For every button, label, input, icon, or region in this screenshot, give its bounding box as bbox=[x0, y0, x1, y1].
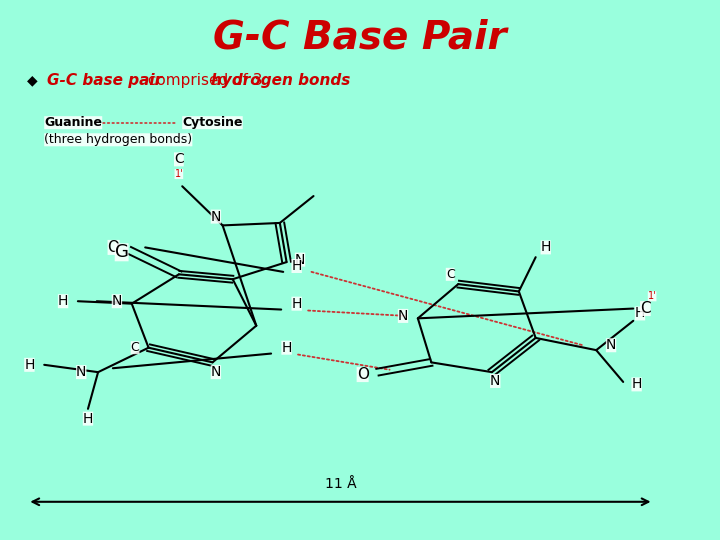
Text: O: O bbox=[107, 240, 120, 255]
Text: 1': 1' bbox=[174, 169, 183, 179]
Text: H: H bbox=[83, 411, 93, 426]
Text: H: H bbox=[24, 358, 35, 372]
Text: H: H bbox=[635, 307, 645, 320]
Text: O: O bbox=[356, 367, 369, 382]
Text: G: G bbox=[114, 244, 129, 261]
Text: H: H bbox=[282, 341, 292, 355]
Text: comprised of 3: comprised of 3 bbox=[143, 73, 267, 88]
Text: H: H bbox=[631, 377, 642, 392]
Text: Guanine: Guanine bbox=[44, 116, 102, 129]
Text: H: H bbox=[541, 240, 551, 254]
Text: N: N bbox=[490, 374, 500, 388]
Text: 1': 1' bbox=[648, 292, 657, 301]
Text: C: C bbox=[174, 152, 184, 166]
Text: N: N bbox=[398, 309, 408, 323]
Text: H: H bbox=[292, 259, 302, 273]
Text: Cytosine: Cytosine bbox=[182, 116, 243, 129]
Text: C: C bbox=[640, 301, 651, 316]
Text: hydrogen bonds: hydrogen bonds bbox=[211, 73, 351, 88]
Text: N: N bbox=[295, 253, 305, 267]
Text: C: C bbox=[131, 341, 140, 354]
Text: C: C bbox=[446, 268, 454, 281]
Text: N: N bbox=[606, 338, 616, 352]
Text: N: N bbox=[211, 365, 221, 379]
Text: N: N bbox=[211, 210, 221, 224]
Text: ◆: ◆ bbox=[27, 73, 38, 87]
Text: H: H bbox=[292, 296, 302, 310]
Text: G-C Base Pair: G-C Base Pair bbox=[213, 19, 507, 57]
Text: (three hydrogen bonds): (three hydrogen bonds) bbox=[44, 133, 192, 146]
Text: H: H bbox=[58, 294, 68, 308]
Text: 11 Å: 11 Å bbox=[325, 477, 356, 491]
Text: G-C base pair: G-C base pair bbox=[47, 73, 162, 88]
Text: N: N bbox=[112, 294, 122, 308]
Text: N: N bbox=[76, 365, 86, 379]
